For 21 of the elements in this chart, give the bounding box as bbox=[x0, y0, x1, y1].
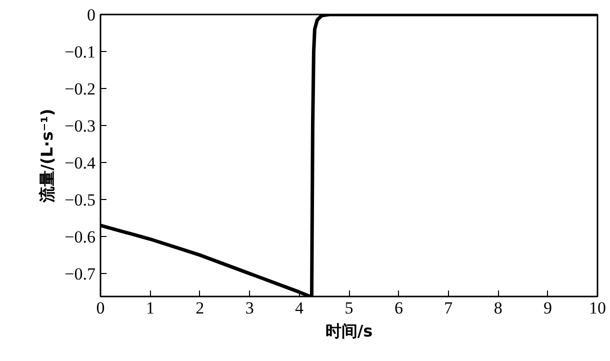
x-axis-title: 时间/s bbox=[325, 322, 373, 340]
line-series bbox=[100, 14, 598, 296]
x-tick-label: 7 bbox=[444, 298, 454, 318]
x-tick-label: 2 bbox=[196, 298, 204, 318]
y-tick-label: −0.1 bbox=[64, 42, 96, 62]
y-tick-label: −0.5 bbox=[64, 190, 96, 210]
x-tick-label: 9 bbox=[544, 298, 552, 318]
y-tick-label: 0 bbox=[87, 6, 96, 24]
x-tick-label: 1 bbox=[146, 298, 154, 318]
x-tick-label: 6 bbox=[394, 298, 403, 318]
y-tick-label: −0.4 bbox=[64, 154, 96, 173]
x-tick-label: 4 bbox=[295, 298, 304, 318]
x-tick-label: 8 bbox=[494, 298, 502, 318]
y-tick-label: −0.3 bbox=[64, 116, 96, 136]
y-tick-label: −0.6 bbox=[64, 228, 96, 247]
y-axis-title: 流量/(L·s⁻¹) bbox=[38, 108, 57, 204]
x-tick-label: 5 bbox=[344, 298, 354, 318]
x-tick-label: 3 bbox=[245, 298, 254, 318]
y-tick-label: −0.7 bbox=[64, 264, 96, 284]
x-tick-label: 10 bbox=[589, 298, 606, 318]
y-tick-label: −0.2 bbox=[64, 80, 96, 99]
